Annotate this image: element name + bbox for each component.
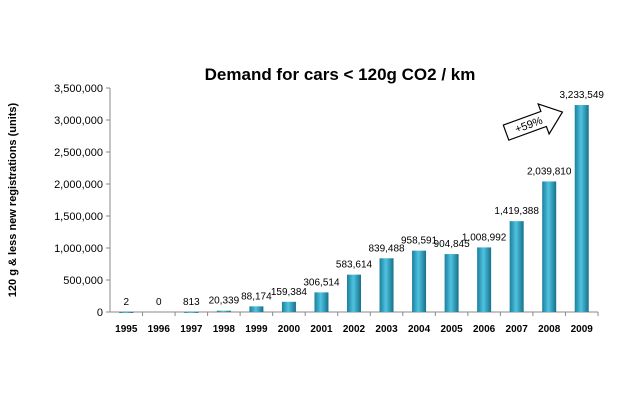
y-tick-label: 3,000,000 <box>54 115 103 127</box>
data-label: 1,419,388 <box>494 206 539 217</box>
x-tick-label: 2003 <box>375 324 398 335</box>
x-tick-label: 2008 <box>538 324 561 335</box>
growth-arrow-annotation: +59% <box>502 102 564 141</box>
data-label: 839,488 <box>368 243 405 254</box>
bar-1997 <box>184 311 199 313</box>
bar-1995 <box>119 311 134 313</box>
chart-title: Demand for cars < 120g CO2 / km <box>205 65 476 84</box>
data-label: 2 <box>123 297 129 308</box>
x-tick-label: 2002 <box>343 324 366 335</box>
bar-2006 <box>477 247 492 312</box>
y-tick-label: 3,500,000 <box>54 83 103 95</box>
data-label: 1,008,992 <box>462 232 507 243</box>
x-tick-label: 2001 <box>310 324 333 335</box>
bar-2001 <box>314 292 329 312</box>
x-tick-label: 1995 <box>115 324 138 335</box>
x-tick-label: 2009 <box>571 324 594 335</box>
arrow-shape <box>502 102 564 141</box>
bar-2003 <box>379 258 394 312</box>
bar-2007 <box>509 221 524 312</box>
y-tick-label: 1,000,000 <box>54 243 103 255</box>
y-tick-label: 1,500,000 <box>54 211 103 223</box>
bar-2008 <box>542 181 557 312</box>
data-label: 583,614 <box>336 260 373 271</box>
data-label: 3,233,549 <box>559 90 604 101</box>
y-tick-label: 2,500,000 <box>54 147 103 159</box>
y-axis-label: 120 g & less new registrations (units) <box>7 102 19 297</box>
data-label: 904,845 <box>434 239 471 250</box>
x-tick-label: 2004 <box>408 324 431 335</box>
x-tick-label: 2006 <box>473 324 496 335</box>
x-tick-label: 1998 <box>213 324 236 335</box>
x-tick-label: 2005 <box>440 324 463 335</box>
data-label: 0 <box>156 297 162 308</box>
x-tick-label: 1996 <box>148 324 171 335</box>
x-tick-label: 2000 <box>278 324 301 335</box>
x-tick-label: 1997 <box>180 324 203 335</box>
bar-2002 <box>347 274 361 312</box>
bar-2005 <box>444 254 459 312</box>
y-tick-label: 2,000,000 <box>54 179 103 191</box>
bar-1998 <box>216 310 231 312</box>
data-label: 2,039,810 <box>527 166 572 177</box>
bar-2004 <box>412 250 427 312</box>
y-tick-label: 0 <box>97 307 103 319</box>
data-label: 306,514 <box>303 277 340 288</box>
y-tick-label: 500,000 <box>63 275 103 287</box>
bar-1999 <box>249 306 264 312</box>
data-label: 159,384 <box>271 287 308 298</box>
data-label: 88,174 <box>241 291 272 302</box>
x-tick-label: 2007 <box>506 324 529 335</box>
data-label: 20,339 <box>209 296 240 307</box>
data-label: 958,591 <box>401 236 438 247</box>
data-label: 813 <box>183 297 200 308</box>
bar-2000 <box>281 301 296 312</box>
bar-2009 <box>574 105 589 313</box>
x-tick-label: 1999 <box>245 324 268 335</box>
